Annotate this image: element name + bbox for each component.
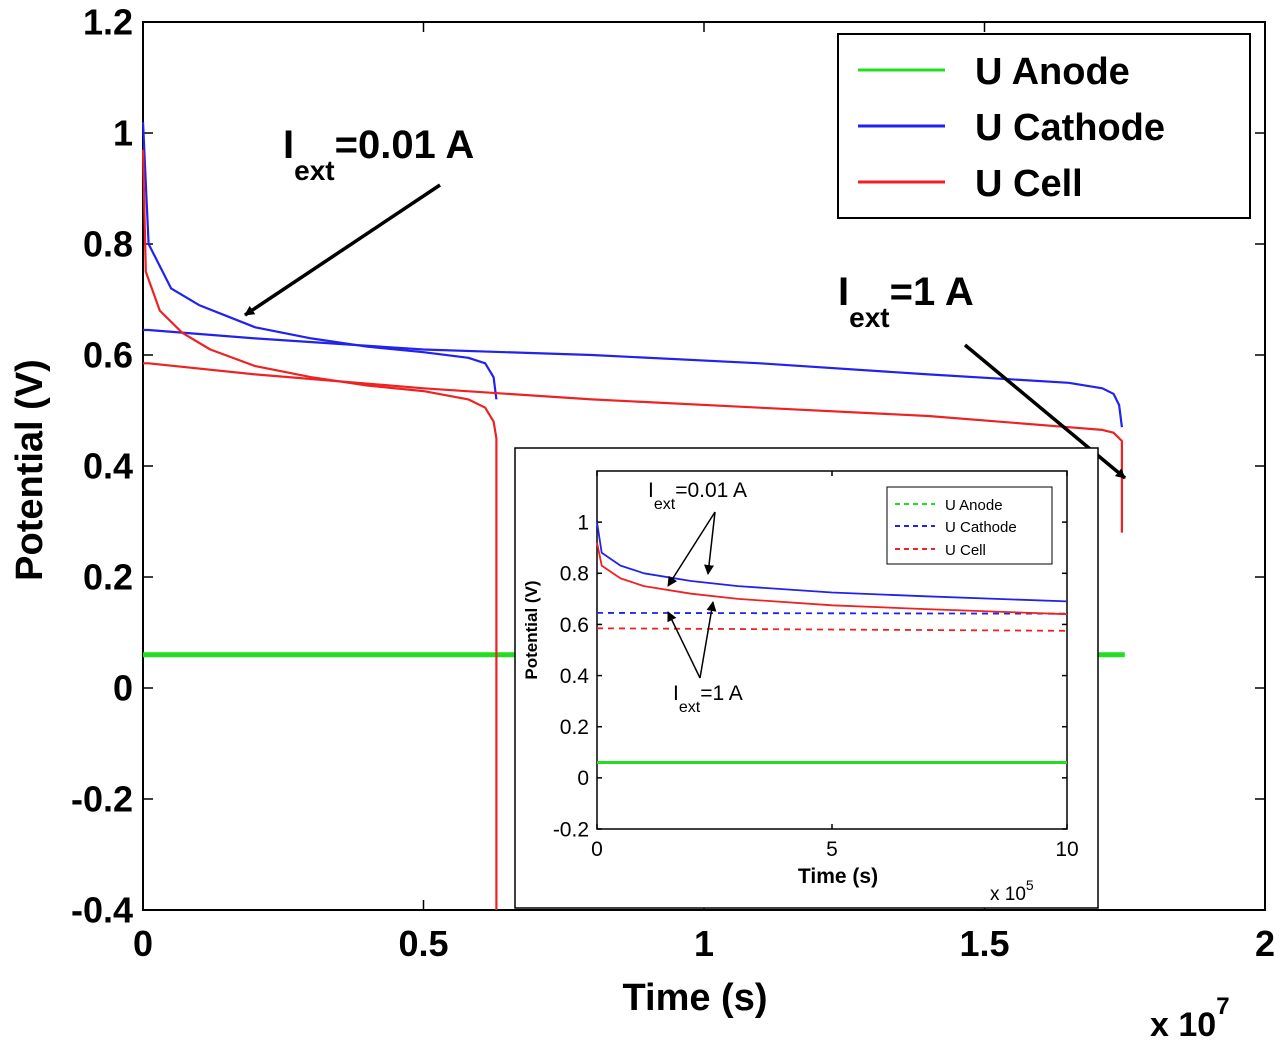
- inset-y-tick-label: 1: [577, 511, 589, 534]
- main-annotation-low-current-rest: =0.01 A: [335, 123, 475, 167]
- inset-annotation-low-current-main: I: [648, 479, 654, 502]
- main-annotation-low-current-sub: ext: [294, 155, 334, 186]
- inset-annotation-high-current-arrow-1: [667, 611, 701, 679]
- main-annotation-high-current-rest: =1 A: [890, 270, 974, 314]
- main-y-tick-label: 0.8: [83, 224, 133, 265]
- inset-y-tick-label: 0.8: [560, 563, 589, 586]
- inset-annotation-low-current-sub: ext: [654, 496, 676, 513]
- main-x-exponent-base: x 10: [1150, 1006, 1216, 1041]
- main-legend-label-cathode: U Cathode: [975, 107, 1165, 149]
- main-annotation-low-current: Iext=0.01 A: [283, 123, 474, 186]
- inset-series-u-cathode-line: [596, 521, 1068, 603]
- inset-y-tick-label: 0.4: [560, 665, 590, 688]
- inset-y-axis-label: Potential (V): [522, 580, 541, 679]
- inset-y-tick-label: 0: [577, 767, 589, 790]
- inset-annotation-high-current-arrow-2: [699, 601, 717, 679]
- main-series-u-cell-line: [143, 362, 1124, 533]
- inset-annotation-high-current: Iext=1 A: [673, 682, 743, 716]
- main-x-tick-label: 0.5: [398, 923, 448, 964]
- inset-x-exponent-power: 5: [1026, 877, 1034, 893]
- main-x-tick-labels: 0 0.5 1 1.5 2: [133, 923, 1275, 964]
- main-y-tick-label: 1.2: [83, 2, 133, 43]
- inset-annotation-low-current-rest: =0.01 A: [675, 479, 747, 502]
- inset-x-tick-label: 10: [1055, 838, 1078, 861]
- inset-legend-label-anode: U Anode: [945, 497, 1003, 514]
- inset-annotation-high-current-sub: ext: [679, 699, 701, 716]
- main-series-u-cathode-line: [141, 121, 498, 400]
- inset-x-tick-label: 5: [826, 838, 838, 861]
- main-x-axis-label: Time (s): [622, 977, 767, 1019]
- inset-legend-label-cathode: U Cathode: [945, 519, 1017, 536]
- inset-annotation-high-current-rest: =1 A: [700, 682, 743, 705]
- main-x-tick-label: 2: [1255, 923, 1275, 964]
- main-y-tick-label: 0.4: [83, 446, 133, 487]
- main-y-tick-label: -0.2: [71, 779, 133, 820]
- main-annotation-high-current-sub: ext: [849, 302, 889, 333]
- main-x-exponent-power: 7: [1216, 993, 1229, 1020]
- main-y-axis-label: Potential (V): [9, 359, 51, 581]
- main-y-tick-label: 1: [113, 113, 133, 154]
- inset-y-tick-label: -0.2: [553, 818, 589, 841]
- inset-series-u-cell-line: [596, 542, 1068, 616]
- main-legend: U Anode U Cathode U Cell: [837, 33, 1251, 219]
- inset-y-tick-label: 0.2: [560, 716, 589, 739]
- main-annotation-high-current: Iext=1 A: [838, 270, 974, 333]
- inset-x-tick-label: 0: [591, 838, 603, 861]
- inset-x-tick-labels: 0 5 10: [591, 838, 1079, 861]
- main-legend-label-anode: U Anode: [975, 51, 1130, 93]
- inset-y-tick-labels: -0.2 0 0.2 0.4 0.6 0.8 1: [553, 511, 589, 841]
- main-y-tick-label: 0.2: [83, 557, 133, 598]
- main-legend-label-cell: U Cell: [975, 163, 1083, 205]
- inset-legend-label-cell: U Cell: [945, 542, 986, 559]
- inset-legend: U Anode U Cathode U Cell: [886, 486, 1053, 565]
- main-series-u-cathode-line: [143, 328, 1123, 428]
- inset-x-exponent-base: x 10: [990, 884, 1026, 905]
- main-y-tick-label: 0: [113, 668, 133, 709]
- inset-x-exponent: x 105: [990, 877, 1034, 905]
- inset-annotation-low-current: Iext=0.01 A: [648, 479, 747, 513]
- main-y-tick-labels: -0.4 -0.2 0 0.2 0.4 0.6 0.8 1 1.2: [71, 2, 133, 931]
- inset-annotation-high-current-main: I: [673, 682, 679, 705]
- main-annotation-low-current-main: I: [283, 123, 294, 167]
- main-annotation-high-current-main: I: [838, 270, 849, 314]
- inset-tick-marks: [596, 471, 1068, 830]
- inset-annotation-low-current-arrow-1: [667, 511, 716, 587]
- inset-annotation-low-current-arrow-2: [704, 511, 716, 575]
- main-x-tick-label: 1.5: [959, 923, 1009, 964]
- main-x-exponent: x 107: [1150, 993, 1230, 1041]
- inset-x-axis-label: Time (s): [798, 865, 878, 888]
- main-annotation-low-current-arrow: [244, 183, 441, 317]
- inset-series-u-cathode-line: [596, 612, 1068, 615]
- main-x-tick-label: 0: [133, 923, 153, 964]
- inset-chart: 0 5 10 -0.200.20.40.60.81 Time (s) Potenti…: [514, 447, 1099, 909]
- inset-y-tick-label: 0.6: [560, 614, 589, 637]
- main-y-tick-label: 0.6: [83, 335, 133, 376]
- main-x-tick-label: 1: [694, 923, 714, 964]
- main-y-tick-label: -0.4: [71, 890, 133, 931]
